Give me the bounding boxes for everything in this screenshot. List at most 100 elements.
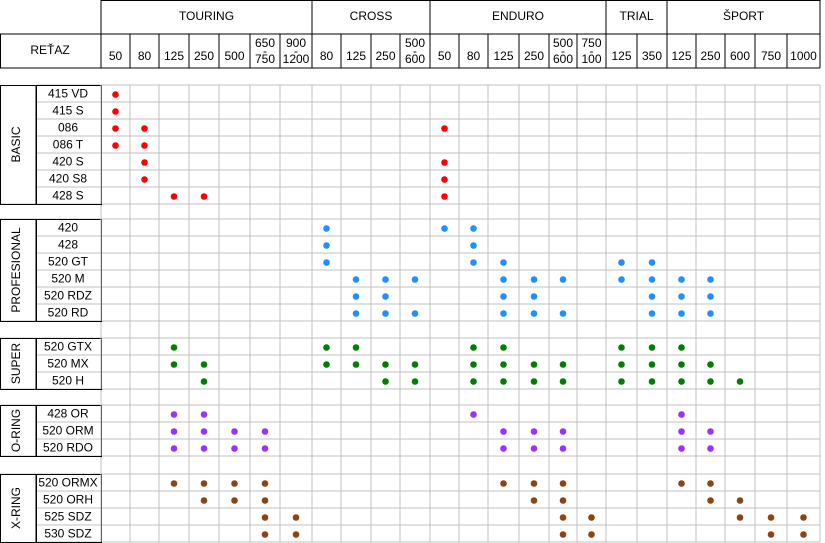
compatibility-dot [800, 514, 807, 521]
compatibility-dot [707, 428, 714, 435]
compatibility-dot [678, 428, 685, 435]
compatibility-dot [678, 361, 685, 368]
compatibility-dot [648, 259, 656, 266]
compatibility-dot [648, 276, 656, 283]
compatibility-dot [648, 310, 656, 317]
compatibility-dot [500, 428, 507, 435]
size-header: 250 [524, 49, 544, 63]
compatibility-dot [707, 361, 714, 368]
compatibility-dot [323, 259, 330, 266]
compatibility-dot [292, 514, 300, 521]
compatibility-dot [170, 193, 178, 200]
compatibility-dot [200, 411, 208, 418]
compatibility-dot [261, 445, 269, 452]
compatibility-dot [441, 125, 448, 132]
compatibility-dot [323, 242, 330, 249]
compatibility-dot [559, 497, 567, 504]
compatibility-dot [352, 293, 360, 300]
compatibility-dot [470, 361, 477, 368]
group-o-ring: O-RING 428 OR 520 ORM 520 RDO [0, 405, 714, 457]
compatibility-dot [200, 193, 208, 200]
group-label: PROFESIONAL [9, 227, 23, 313]
size-header-top: 900 [286, 36, 306, 50]
compatibility-dot [170, 344, 178, 351]
compatibility-dot [292, 531, 300, 538]
compatibility-dot [382, 361, 389, 368]
compatibility-dot [170, 445, 178, 452]
category-header-1: CROSS [350, 9, 393, 23]
compatibility-dot [648, 361, 656, 368]
compatibility-dot [382, 378, 389, 385]
compatibility-dot [767, 514, 775, 521]
compatibility-dot [736, 514, 744, 521]
chain-name: 428 OR [47, 407, 89, 421]
chain-name: 520 GTX [44, 340, 92, 354]
chain-name: 520 ORH [43, 493, 93, 507]
compatibility-dot [231, 428, 238, 435]
compatibility-dot [559, 445, 567, 452]
compatibility-dot [500, 310, 507, 317]
chain-column-header: REŤAZ [30, 42, 69, 57]
compatibility-dot [112, 125, 119, 132]
chain-name: 530 SDZ [44, 527, 91, 541]
compatibility-dot [500, 445, 507, 452]
size-header-top: 500 [553, 36, 573, 50]
chain-name: 420 [58, 221, 78, 235]
compatibility-dot [559, 310, 567, 317]
compatibility-dot [618, 259, 625, 266]
size-header: 500 [224, 49, 244, 63]
compatibility-dot [648, 344, 656, 351]
size-header: 125 [346, 49, 366, 63]
size-header: 80 [138, 49, 152, 63]
chain-name: 420 S8 [49, 172, 87, 186]
group-super: SUPER 520 GTX 520 MX 520 H [0, 338, 744, 390]
compatibility-dot [323, 344, 330, 351]
compatibility-dot [559, 514, 567, 521]
compatibility-dot [411, 310, 419, 317]
compatibility-dot [112, 91, 119, 98]
size-header-bottom: 600 [405, 52, 425, 66]
compatibility-dot [500, 361, 507, 368]
group-x-ring: X-RING 520 ORMX 520 ORH 525 SDZ 530 SDZ [0, 474, 807, 543]
compatibility-dot [678, 411, 685, 418]
compatibility-dot [200, 497, 208, 504]
compatibility-dot [441, 193, 448, 200]
chain-name: 520 GT [48, 255, 89, 269]
size-header-dash: - [561, 44, 565, 58]
size-header: 350 [642, 49, 662, 63]
size-header-bottom: 100 [581, 52, 601, 66]
compatibility-dot [678, 445, 685, 452]
compatibility-dot [736, 378, 744, 385]
compatibility-dot [261, 514, 269, 521]
category-header-0: TOURING [179, 9, 234, 23]
chain-name: 520 ORM [42, 424, 93, 438]
compatibility-dot [559, 378, 567, 385]
compatibility-dot [200, 361, 208, 368]
chain-name: 520 RDZ [44, 289, 92, 303]
size-header-dash: - [590, 44, 594, 58]
compatibility-dot [382, 293, 389, 300]
compatibility-dot [261, 497, 269, 504]
compatibility-dot [500, 293, 507, 300]
chain-name: 520 M [51, 272, 84, 286]
chain-name: 420 S [52, 155, 83, 169]
compatibility-dot [648, 378, 656, 385]
size-header: 80 [320, 49, 334, 63]
compatibility-dot [618, 378, 625, 385]
compatibility-dot [500, 259, 507, 266]
compatibility-dot [470, 225, 477, 232]
size-header-bottom: 750 [255, 52, 275, 66]
group-label: BASIC [9, 126, 23, 162]
compatibility-dot [382, 310, 389, 317]
group-label: O-RING [9, 409, 23, 452]
compatibility-dot [441, 225, 448, 232]
size-header: 50 [438, 49, 452, 63]
compatibility-dot [200, 480, 208, 487]
group-basic: BASIC 415 VD 415 S 086 086 T 420 S 420 S8 428 S [0, 85, 448, 205]
compatibility-dot [200, 445, 208, 452]
chain-name: 086 T [53, 138, 84, 152]
compatibility-dot [170, 480, 178, 487]
compatibility-dot [261, 428, 269, 435]
group-profesional: PROFESIONAL 420 428 520 GT 520 M 520 RDZ 520 R… [0, 219, 714, 322]
